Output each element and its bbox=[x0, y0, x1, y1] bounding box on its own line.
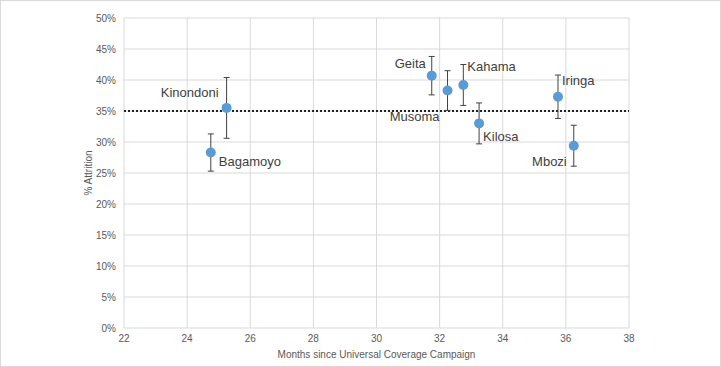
x-tick-label: 38 bbox=[623, 333, 635, 344]
y-tick-label: 10% bbox=[96, 261, 116, 272]
y-grid-line bbox=[124, 111, 629, 112]
data-point bbox=[443, 86, 453, 96]
y-tick-label: 20% bbox=[96, 199, 116, 210]
data-point bbox=[474, 118, 484, 128]
error-bar-cap bbox=[208, 171, 214, 172]
data-point bbox=[458, 80, 468, 90]
error-bar-cap bbox=[208, 133, 214, 134]
x-tick-label: 36 bbox=[560, 333, 572, 344]
point-label: Bagamoyo bbox=[219, 154, 281, 169]
x-tick-label: 28 bbox=[308, 333, 320, 344]
data-point bbox=[206, 148, 216, 158]
x-tick-label: 32 bbox=[434, 333, 446, 344]
x-grid-line bbox=[250, 18, 251, 328]
point-label: Mbozi bbox=[532, 154, 567, 169]
point-label: Kinondoni bbox=[161, 85, 219, 100]
error-bar-cap bbox=[476, 143, 482, 144]
x-axis-title: Months since Universal Coverage Campaign bbox=[278, 349, 476, 360]
data-point bbox=[427, 71, 437, 81]
reference-line bbox=[124, 110, 629, 112]
y-tick-label: 25% bbox=[96, 168, 116, 179]
y-tick-label: 5% bbox=[102, 292, 117, 303]
data-area bbox=[124, 56, 629, 171]
y-tick-label: 50% bbox=[96, 13, 116, 24]
x-grid-line bbox=[124, 18, 125, 328]
x-grid-line bbox=[313, 18, 314, 328]
point-label: Kilosa bbox=[483, 129, 519, 144]
x-grid-line bbox=[187, 18, 188, 328]
data-point bbox=[222, 103, 232, 113]
point-label: Musoma bbox=[390, 109, 441, 124]
error-bar-cap bbox=[555, 75, 561, 76]
y-tick-label: 30% bbox=[96, 137, 116, 148]
chart-frame bbox=[1, 1, 721, 367]
error-bar-cap bbox=[224, 77, 230, 78]
point-label: Kahama bbox=[467, 59, 516, 74]
y-tick-label: 45% bbox=[96, 44, 116, 55]
x-grid-line bbox=[629, 18, 630, 328]
error-bar-cap bbox=[429, 94, 435, 95]
x-grid-line bbox=[439, 18, 440, 328]
y-tick-label: 40% bbox=[96, 75, 116, 86]
chart: 0% 5% 10% 15% 20% 25% 30% 35% 40% 45% 50% 22 24 26 28 3… bbox=[0, 0, 721, 367]
error-bar-cap bbox=[476, 102, 482, 103]
error-bar-cap bbox=[460, 105, 466, 106]
error-bar-cap bbox=[445, 70, 451, 71]
x-tick-label: 34 bbox=[497, 333, 509, 344]
y-tick-label: 35% bbox=[96, 106, 116, 117]
point-label: Iringa bbox=[562, 73, 595, 88]
x-grid-line bbox=[376, 18, 377, 328]
y-tick-label: 15% bbox=[96, 230, 116, 241]
error-bar-cap bbox=[460, 64, 466, 65]
x-tick-label: 24 bbox=[182, 333, 194, 344]
grid bbox=[124, 18, 629, 328]
x-tick-label: 26 bbox=[245, 333, 257, 344]
x-tick-label: 30 bbox=[371, 333, 383, 344]
y-axis-title: % Attrition bbox=[83, 150, 94, 195]
error-bar-cap bbox=[224, 138, 230, 139]
error-bar-cap bbox=[555, 118, 561, 119]
error-bar-cap bbox=[571, 166, 577, 167]
x-grid-line bbox=[565, 18, 566, 328]
error-bar-cap bbox=[445, 110, 451, 111]
data-point bbox=[553, 92, 563, 102]
y-tick-label: 0% bbox=[102, 323, 117, 334]
point-label: Geita bbox=[395, 56, 427, 71]
error-bar-cap bbox=[429, 56, 435, 57]
x-tick-label: 22 bbox=[118, 333, 130, 344]
data-point bbox=[569, 141, 579, 151]
error-bar-cap bbox=[571, 125, 577, 126]
